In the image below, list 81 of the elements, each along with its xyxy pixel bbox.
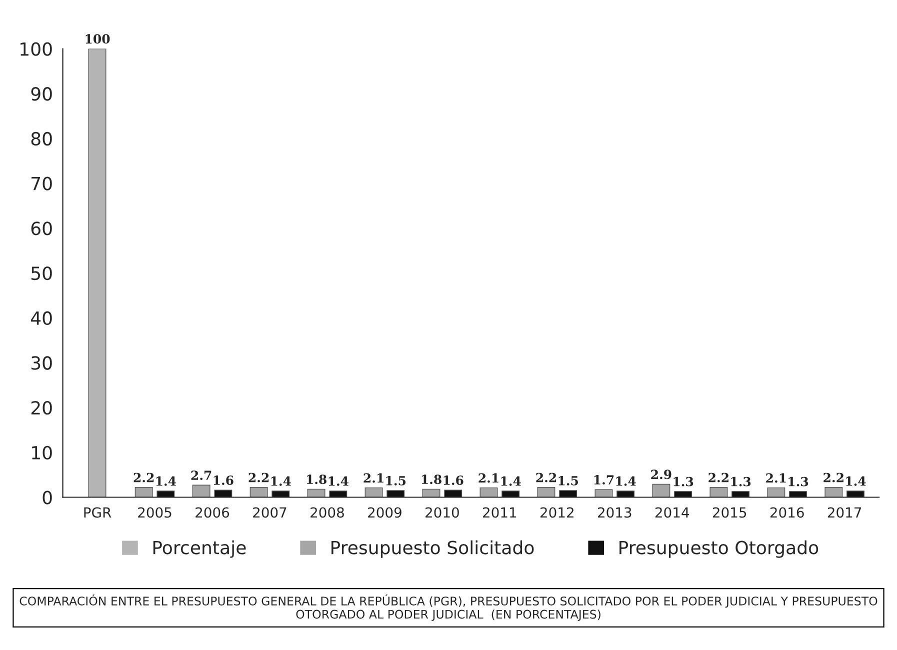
bar xyxy=(824,487,843,498)
y-tick-label: 50 xyxy=(31,266,52,280)
x-tick-label: 2017 xyxy=(828,507,862,518)
data-label: 2.2 xyxy=(536,472,556,482)
legend-label: Presupuesto Otorgado xyxy=(620,540,818,558)
bar xyxy=(846,490,864,498)
data-label: 2.1 xyxy=(766,473,786,483)
data-label: 1.7 xyxy=(594,475,614,485)
bar xyxy=(767,487,786,498)
data-label: 2.2 xyxy=(134,472,154,482)
data-label: 1.5 xyxy=(386,476,406,486)
x-tick-label: 2014 xyxy=(655,507,690,518)
bar xyxy=(88,48,106,498)
data-label: 1.3 xyxy=(674,476,694,486)
x-tick-label: 2010 xyxy=(426,507,459,518)
x-tick-label: 2015 xyxy=(712,507,746,518)
data-label: 1.5 xyxy=(558,476,578,486)
data-label: 2.2 xyxy=(824,472,844,482)
data-label: 1.8 xyxy=(422,474,442,484)
data-label: 1.8 xyxy=(306,474,326,484)
bar xyxy=(134,487,153,498)
x-tick-label: 2013 xyxy=(598,507,632,518)
data-label: 1.3 xyxy=(788,476,808,486)
data-label: 1.6 xyxy=(214,476,234,485)
data-label: 100 xyxy=(86,34,110,44)
data-label: 1.6 xyxy=(444,476,464,485)
data-label: 1.4 xyxy=(501,476,521,486)
data-label: 1.4 xyxy=(328,476,348,486)
bar xyxy=(444,490,462,498)
text: COMPARACIÓN ENTRE EL PRESUPUESTO GENERAL DE LA REPÚBLICA (PGR), PRESUPUESTO SOLICITADO POR EL PODER JUDICIAL Y PRESUPUESTO OTORGADO AL PODER JUDICIAL (EN PORCENTAJES) xyxy=(20,594,878,621)
bar xyxy=(652,484,670,498)
data-label: 2.2 xyxy=(708,472,728,482)
data-label: 2.7 xyxy=(191,470,212,480)
y-tick-label: 40 xyxy=(30,311,52,325)
bar xyxy=(272,490,290,498)
data-label: 1.4 xyxy=(156,476,176,486)
bar xyxy=(329,490,348,498)
data-label: 1.4 xyxy=(616,476,636,486)
x-tick-label: 2016 xyxy=(770,507,804,518)
y-tick-label: 0 xyxy=(42,490,52,504)
bar xyxy=(674,491,692,498)
bar xyxy=(559,490,578,498)
data-label: 2.2 xyxy=(248,472,269,482)
y-tick-label: 20 xyxy=(31,401,52,415)
x-tick-label: 2012 xyxy=(540,507,574,518)
bar xyxy=(386,490,405,498)
y-tick-label: 80 xyxy=(31,132,52,146)
bar xyxy=(480,487,498,498)
x-tick-label: 2007 xyxy=(253,507,286,518)
bar xyxy=(156,490,175,498)
bar xyxy=(192,484,210,498)
x-tick-label: 2011 xyxy=(483,507,516,518)
x-tick-label: 2005 xyxy=(138,507,172,518)
y-tick-label: 30 xyxy=(31,356,52,370)
bar xyxy=(537,487,556,498)
y-tick-label: 60 xyxy=(31,222,52,236)
bar xyxy=(307,488,326,498)
y-tick-label: 10 xyxy=(32,446,52,460)
x-tick-label: 2006 xyxy=(196,507,230,518)
y-tick-label: 70 xyxy=(32,176,52,190)
bar xyxy=(789,491,807,498)
bar xyxy=(364,487,383,498)
bar xyxy=(732,491,750,498)
x-tick-label: PGR xyxy=(84,507,112,518)
bar xyxy=(250,487,268,498)
legend-label: Porcentaje xyxy=(153,540,246,558)
data-label: 2.1 xyxy=(364,473,384,483)
x-tick-label: 2009 xyxy=(368,507,402,518)
data-label: 2.1 xyxy=(478,473,498,483)
legend-label: Presupuesto Solicitado xyxy=(332,540,534,558)
bar xyxy=(502,490,520,498)
data-label: 1.4 xyxy=(846,476,866,486)
bar xyxy=(214,490,232,498)
data-label: 1.4 xyxy=(271,476,292,486)
y-tick-label: 100 xyxy=(20,42,52,56)
data-label: 1.3 xyxy=(731,476,751,486)
data-label: 2.9 xyxy=(651,470,672,480)
y-tick-label: 90 xyxy=(31,87,52,101)
bar xyxy=(710,487,728,498)
bar xyxy=(616,490,635,498)
x-tick-label: 2008 xyxy=(310,507,344,518)
